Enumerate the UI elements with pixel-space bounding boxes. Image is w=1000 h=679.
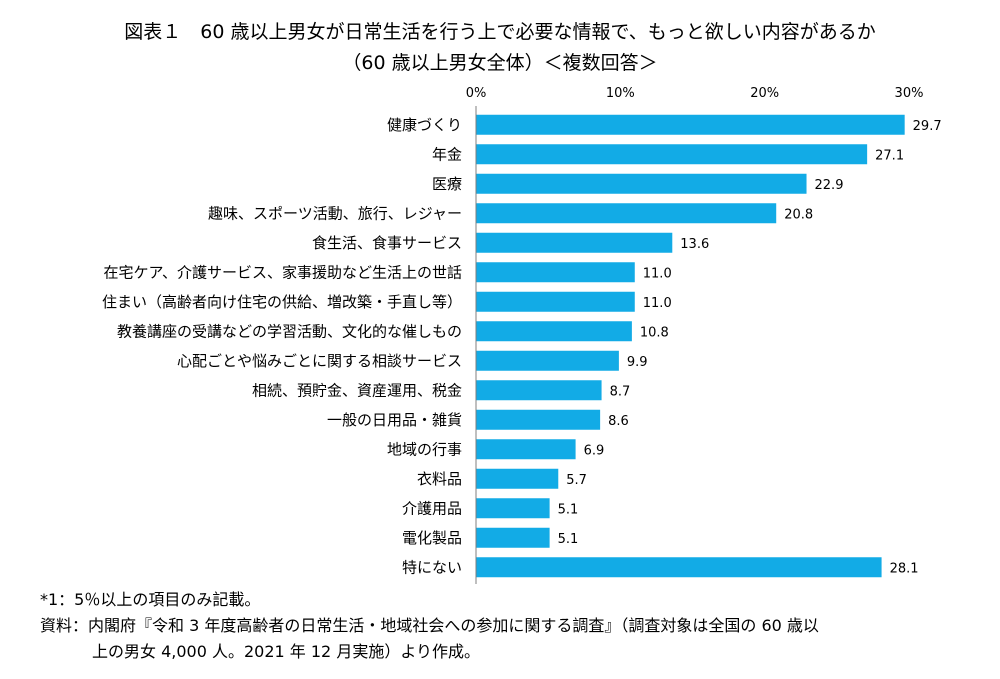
category-label: 特にない — [402, 558, 462, 576]
bar — [476, 527, 550, 548]
data-label: 13.6 — [680, 237, 709, 252]
category-label: 一般の日用品・雑貨 — [327, 411, 462, 429]
source-note-line1: 資料：内閣府『令和 3 年度高齢者の日常生活・地域社会への参加に関する調査』（調… — [40, 616, 819, 635]
category-label: 食生活、食事サービス — [312, 234, 462, 252]
x-tick-label: 0% — [466, 86, 487, 101]
x-tick-label: 10% — [606, 86, 635, 101]
category-label: 健康づくり — [387, 116, 462, 134]
bar — [476, 173, 807, 194]
data-label: 22.9 — [815, 178, 844, 193]
bar — [476, 468, 559, 489]
bar — [476, 439, 576, 460]
data-label: 8.7 — [610, 384, 631, 399]
category-labels: 健康づくり年金医療趣味、スポーツ活動、旅行、レジャー食生活、食事サービス在宅ケア… — [102, 116, 462, 577]
category-label: 心配ごとや悩みごとに関する相談サービス — [177, 352, 462, 370]
bar — [476, 262, 635, 283]
source-note-line2: 上の男女 4,000 人。2021 年 12 月実施）より作成。 — [92, 642, 480, 661]
data-label: 8.6 — [608, 414, 629, 429]
data-label: 5.7 — [566, 473, 587, 488]
x-axis-ticks: 0% 10% 20% 30% — [466, 86, 924, 101]
bar — [476, 321, 632, 342]
data-label: 11.0 — [643, 266, 672, 281]
category-label: 年金 — [432, 145, 462, 163]
chart-title: 図表１ 60 歳以上男女が日常生活を行う上で必要な情報で、もっと欲しい内容がある… — [124, 21, 876, 43]
bar — [476, 409, 601, 430]
data-label: 10.8 — [640, 325, 669, 340]
bar — [476, 144, 868, 165]
category-label: 地域の行事 — [387, 440, 462, 458]
data-label: 11.0 — [643, 296, 672, 311]
bar — [476, 232, 673, 253]
bar — [476, 350, 619, 371]
bar — [476, 203, 777, 224]
data-label: 6.9 — [584, 443, 605, 458]
data-label: 5.1 — [558, 502, 579, 517]
value-labels: 29.7 27.1 22.920.8 13.6 11.0 11.0 10.8 9.9 8.7 8.… — [558, 119, 942, 577]
category-label: 電化製品 — [402, 529, 462, 547]
bar — [476, 557, 882, 578]
data-label: 28.1 — [890, 561, 919, 576]
data-label: 27.1 — [875, 148, 904, 163]
chart-subtitle: （60 歳以上男女全体）＜複数回答＞ — [342, 52, 658, 74]
bar — [476, 291, 635, 312]
bar — [476, 380, 602, 401]
x-tick-label: 30% — [895, 86, 924, 101]
category-label: 相続、預貯金、資産運用、税金 — [252, 381, 462, 399]
category-label: 住まい（高齢者向け住宅の供給、増改築・手直し等） — [102, 293, 462, 311]
data-label: 29.7 — [913, 119, 942, 134]
bar-series — [476, 114, 905, 578]
category-label: 介護用品 — [402, 499, 462, 517]
category-label: 衣料品 — [417, 470, 462, 488]
bar — [476, 114, 905, 135]
category-label: 在宅ケア、介護サービス、家事援助など生活上の世話 — [103, 263, 462, 281]
footnote: *1：5％以上の項目のみ記載。 — [40, 590, 261, 609]
x-tick-label: 20% — [750, 86, 779, 101]
category-label: 趣味、スポーツ活動、旅行、レジャー — [208, 204, 462, 222]
bar — [476, 498, 550, 519]
category-label: 医療 — [432, 175, 462, 193]
category-label: 教養講座の受講などの学習活動、文化的な催しもの — [117, 322, 462, 340]
data-label: 5.1 — [558, 532, 579, 547]
data-label: 20.8 — [784, 207, 813, 222]
data-label: 9.9 — [627, 355, 648, 370]
